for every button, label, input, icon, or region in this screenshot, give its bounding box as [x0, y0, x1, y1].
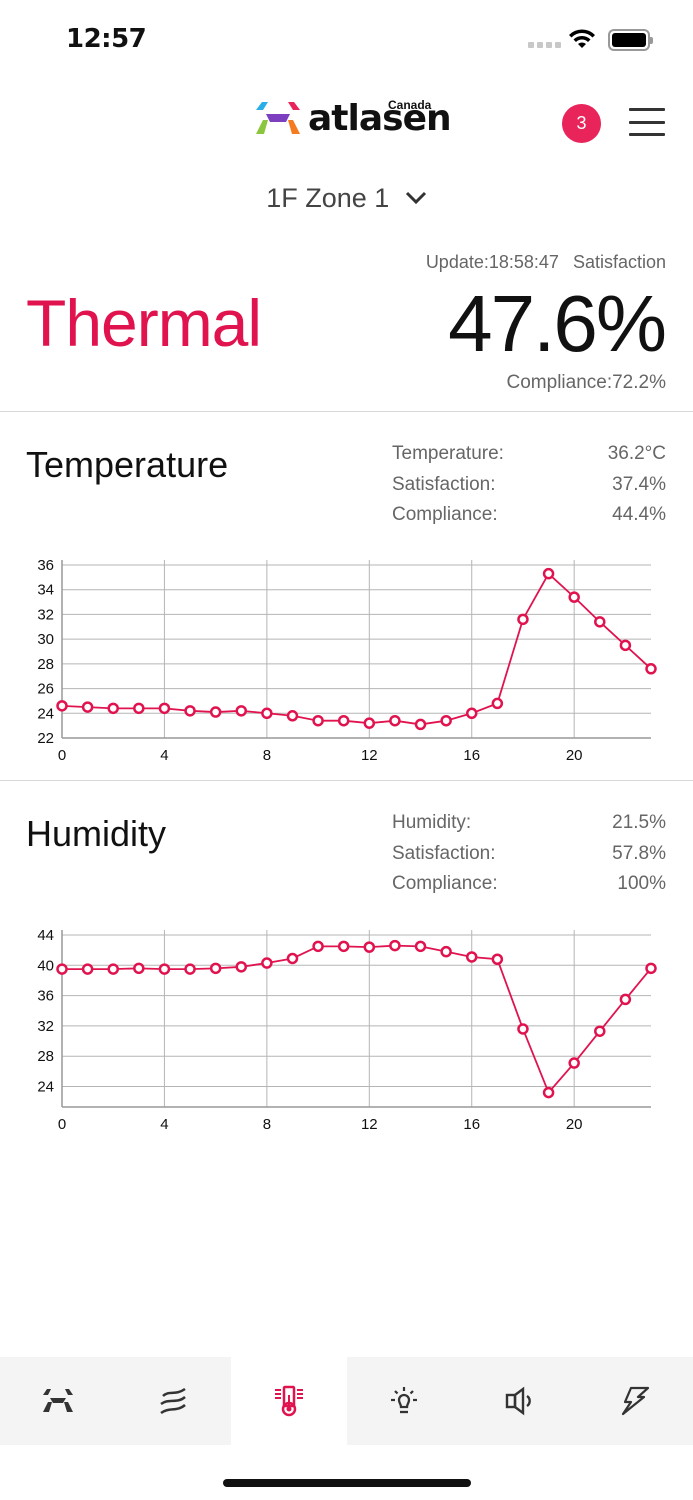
svg-text:4: 4: [160, 1116, 168, 1133]
svg-text:26: 26: [37, 681, 54, 698]
wifi-icon: [568, 28, 596, 55]
stat-row: Humidity: 21.5%: [392, 812, 666, 843]
thermometer-icon: [274, 1385, 303, 1417]
tab-light[interactable]: [347, 1357, 463, 1445]
svg-text:30: 30: [37, 631, 54, 648]
stat-value: 57.8%: [612, 842, 666, 864]
svg-text:16: 16: [463, 747, 480, 764]
stat-value: 100%: [617, 873, 666, 894]
summary-meta: Update:18:58:47 Satisfaction: [426, 252, 666, 273]
hamburger-menu-icon[interactable]: [629, 108, 665, 136]
humidity-chart: 24 28 32 36 40 44 0 4 8 12 16 20: [0, 920, 693, 1140]
bottom-tab-bar: [0, 1357, 693, 1445]
svg-text:0: 0: [58, 1116, 66, 1133]
svg-text:36: 36: [37, 557, 54, 574]
stat-value: 44.4%: [612, 504, 666, 525]
lightbulb-icon: [391, 1387, 418, 1414]
stat-value: 37.4%: [612, 473, 666, 495]
atlasen-logo[interactable]: atlasen Canada: [254, 98, 452, 139]
tab-energy[interactable]: [578, 1357, 693, 1445]
svg-text:32: 32: [37, 606, 54, 623]
tab-thermal[interactable]: [231, 1357, 347, 1445]
svg-text:12: 12: [361, 747, 378, 764]
air-waves-icon: [160, 1387, 187, 1415]
humidity-stats: Humidity: 21.5% Satisfaction: 57.8% Compli…: [392, 812, 666, 904]
zone-label: 1F Zone 1: [266, 183, 390, 213]
home-indicator: [223, 1479, 471, 1487]
humidity-line-chart: 24 28 32 36 40 44 0 4 8 12 16 20: [37, 927, 657, 1133]
stat-label: Satisfaction:: [392, 473, 496, 495]
chevron-down-icon: [405, 181, 427, 212]
svg-text:24: 24: [37, 1079, 54, 1096]
notification-badge[interactable]: 3: [562, 104, 601, 143]
svg-text:32: 32: [37, 1018, 54, 1035]
tab-sound[interactable]: [462, 1357, 578, 1445]
category-title: Thermal: [26, 286, 262, 360]
stat-label: Compliance:: [392, 504, 498, 525]
status-bar: 12:57: [0, 0, 693, 80]
battery-icon: [608, 29, 653, 51]
stat-row: Compliance: 100%: [392, 873, 666, 904]
cellular-signal-icon: [528, 42, 561, 48]
stat-label: Humidity:: [392, 812, 472, 833]
stat-row: Temperature: 36.2°C: [392, 443, 666, 474]
speaker-icon: [505, 1386, 531, 1416]
humidity-title: Humidity: [26, 813, 167, 854]
logo-text: atlasen: [308, 98, 452, 139]
stat-value: 36.2°C: [607, 443, 666, 464]
update-time: Update:18:58:47: [425, 252, 559, 272]
stat-row: Satisfaction: 37.4%: [392, 474, 666, 505]
divider: [0, 780, 693, 781]
lightning-icon: [622, 1386, 650, 1416]
svg-text:34: 34: [37, 582, 54, 599]
svg-text:0: 0: [58, 747, 66, 764]
status-time: 12:57: [66, 24, 147, 54]
svg-text:28: 28: [37, 656, 54, 673]
stat-row: Compliance: 44.4%: [392, 504, 666, 535]
svg-text:4: 4: [160, 747, 168, 764]
svg-text:8: 8: [263, 1116, 271, 1133]
atlasen-logo-mark-icon: [256, 102, 300, 134]
temperature-chart: 22 24 26 28 30 32 34 36 0 4 8 12 16 20: [0, 550, 693, 770]
app-header: atlasen Canada 3: [0, 90, 693, 160]
svg-text:28: 28: [37, 1048, 54, 1065]
stat-label: Satisfaction:: [392, 842, 496, 864]
svg-text:40: 40: [37, 957, 54, 974]
logo-region: Canada: [388, 98, 432, 112]
atlasen-logo-icon: [42, 1389, 73, 1412]
compliance-value: Compliance:72.2%: [506, 372, 666, 393]
stat-label: Temperature:: [392, 443, 504, 464]
satisfaction-value: 47.6%: [448, 279, 667, 368]
stat-label: Compliance:: [392, 873, 498, 894]
tab-air[interactable]: [116, 1357, 232, 1445]
svg-text:12: 12: [361, 1116, 378, 1133]
divider: [0, 411, 693, 412]
zone-selector[interactable]: 1F Zone 1: [0, 183, 693, 214]
svg-text:20: 20: [566, 1116, 583, 1133]
svg-text:44: 44: [37, 927, 54, 944]
svg-text:22: 22: [37, 730, 54, 747]
satisfaction-label: Satisfaction: [572, 252, 666, 272]
temperature-line-chart: 22 24 26 28 30 32 34 36 0 4 8 12 16 20: [37, 557, 657, 764]
svg-text:36: 36: [37, 988, 54, 1005]
svg-text:24: 24: [37, 705, 54, 722]
svg-text:20: 20: [566, 747, 583, 764]
tab-home[interactable]: [0, 1357, 116, 1445]
stat-value: 21.5%: [612, 812, 666, 833]
svg-text:16: 16: [463, 1116, 480, 1133]
temperature-stats: Temperature: 36.2°C Satisfaction: 37.4% Co…: [392, 443, 666, 535]
svg-text:8: 8: [263, 747, 271, 764]
temperature-title: Temperature: [26, 444, 229, 485]
stat-row: Satisfaction: 57.8%: [392, 843, 666, 874]
